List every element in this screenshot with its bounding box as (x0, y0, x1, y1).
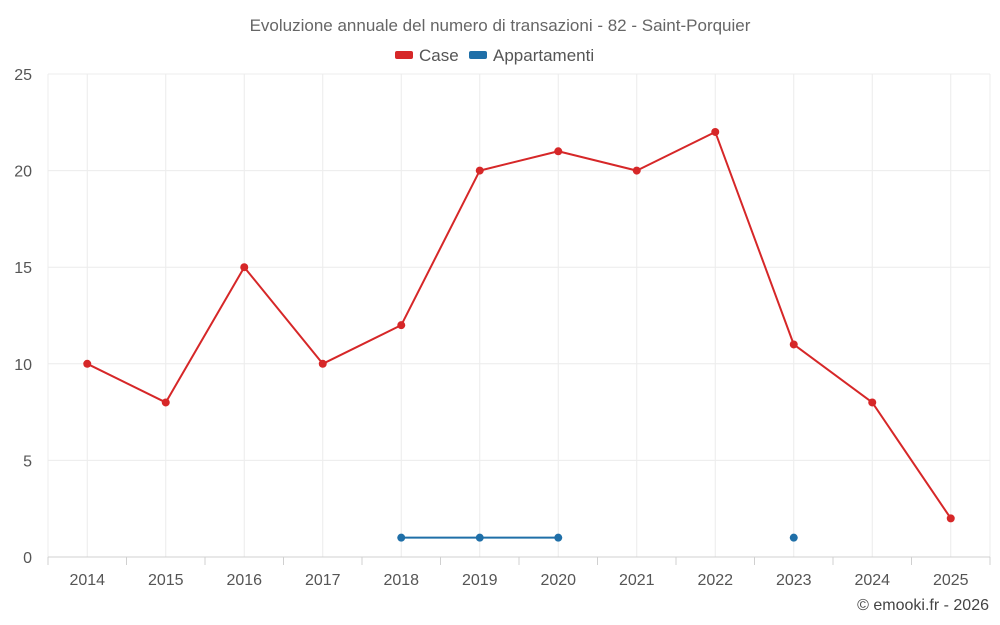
data-point-case[interactable] (632, 166, 641, 175)
data-point-case[interactable] (554, 147, 563, 156)
legend-swatch-appartamenti (469, 51, 487, 59)
data-point-appartamenti[interactable] (554, 533, 563, 542)
data-point-case[interactable] (868, 398, 877, 407)
legend-swatch-case (395, 51, 413, 59)
data-point-case[interactable] (711, 127, 720, 136)
series-layer (83, 127, 955, 542)
x-tick-label: 2018 (383, 572, 419, 589)
y-tick-label: 0 (23, 550, 32, 567)
data-point-case[interactable] (475, 166, 484, 175)
data-point-case[interactable] (83, 359, 92, 368)
y-axis-ticks: 0 5 10 15 20 25 (14, 67, 32, 567)
x-tick-label: 2020 (540, 572, 576, 589)
data-point-case[interactable] (397, 321, 406, 330)
y-tick-label: 25 (14, 67, 32, 84)
data-point-case[interactable] (240, 263, 249, 272)
grid (47, 73, 991, 558)
data-point-case[interactable] (946, 514, 955, 523)
y-tick-label: 15 (14, 260, 32, 277)
x-tick-label: 2019 (462, 572, 498, 589)
data-point-appartamenti[interactable] (397, 533, 406, 542)
y-tick-label: 20 (14, 164, 32, 181)
x-tick-label: 2025 (933, 572, 969, 589)
y-tick-label: 10 (14, 357, 32, 374)
legend: Case Appartamenti (395, 46, 594, 65)
data-point-appartamenti[interactable] (475, 533, 484, 542)
y-tick-label: 5 (23, 453, 32, 470)
series-line-case (86, 130, 952, 519)
chart-title: Evoluzione annuale del numero di transaz… (250, 16, 751, 35)
credit-text: © emooki.fr - 2026 (857, 597, 989, 614)
x-tick-label: 2024 (854, 572, 890, 589)
legend-label-appartamenti[interactable]: Appartamenti (493, 46, 594, 65)
data-point-case[interactable] (161, 398, 170, 407)
x-tick-label: 2021 (619, 572, 655, 589)
legend-label-case[interactable]: Case (419, 46, 459, 65)
x-tick-label: 2016 (226, 572, 262, 589)
data-point-case[interactable] (789, 340, 798, 349)
x-tick-label: 2023 (776, 572, 812, 589)
x-axis-ticks: 2014 2015 2016 2017 2018 2019 2020 2021 2022 2023… (47, 557, 991, 589)
data-point-appartamenti[interactable] (789, 533, 798, 542)
x-tick-label: 2014 (69, 572, 105, 589)
x-tick-label: 2017 (305, 572, 341, 589)
data-point-case[interactable] (318, 359, 327, 368)
x-tick-label: 2022 (697, 572, 733, 589)
x-tick-label: 2015 (148, 572, 184, 589)
